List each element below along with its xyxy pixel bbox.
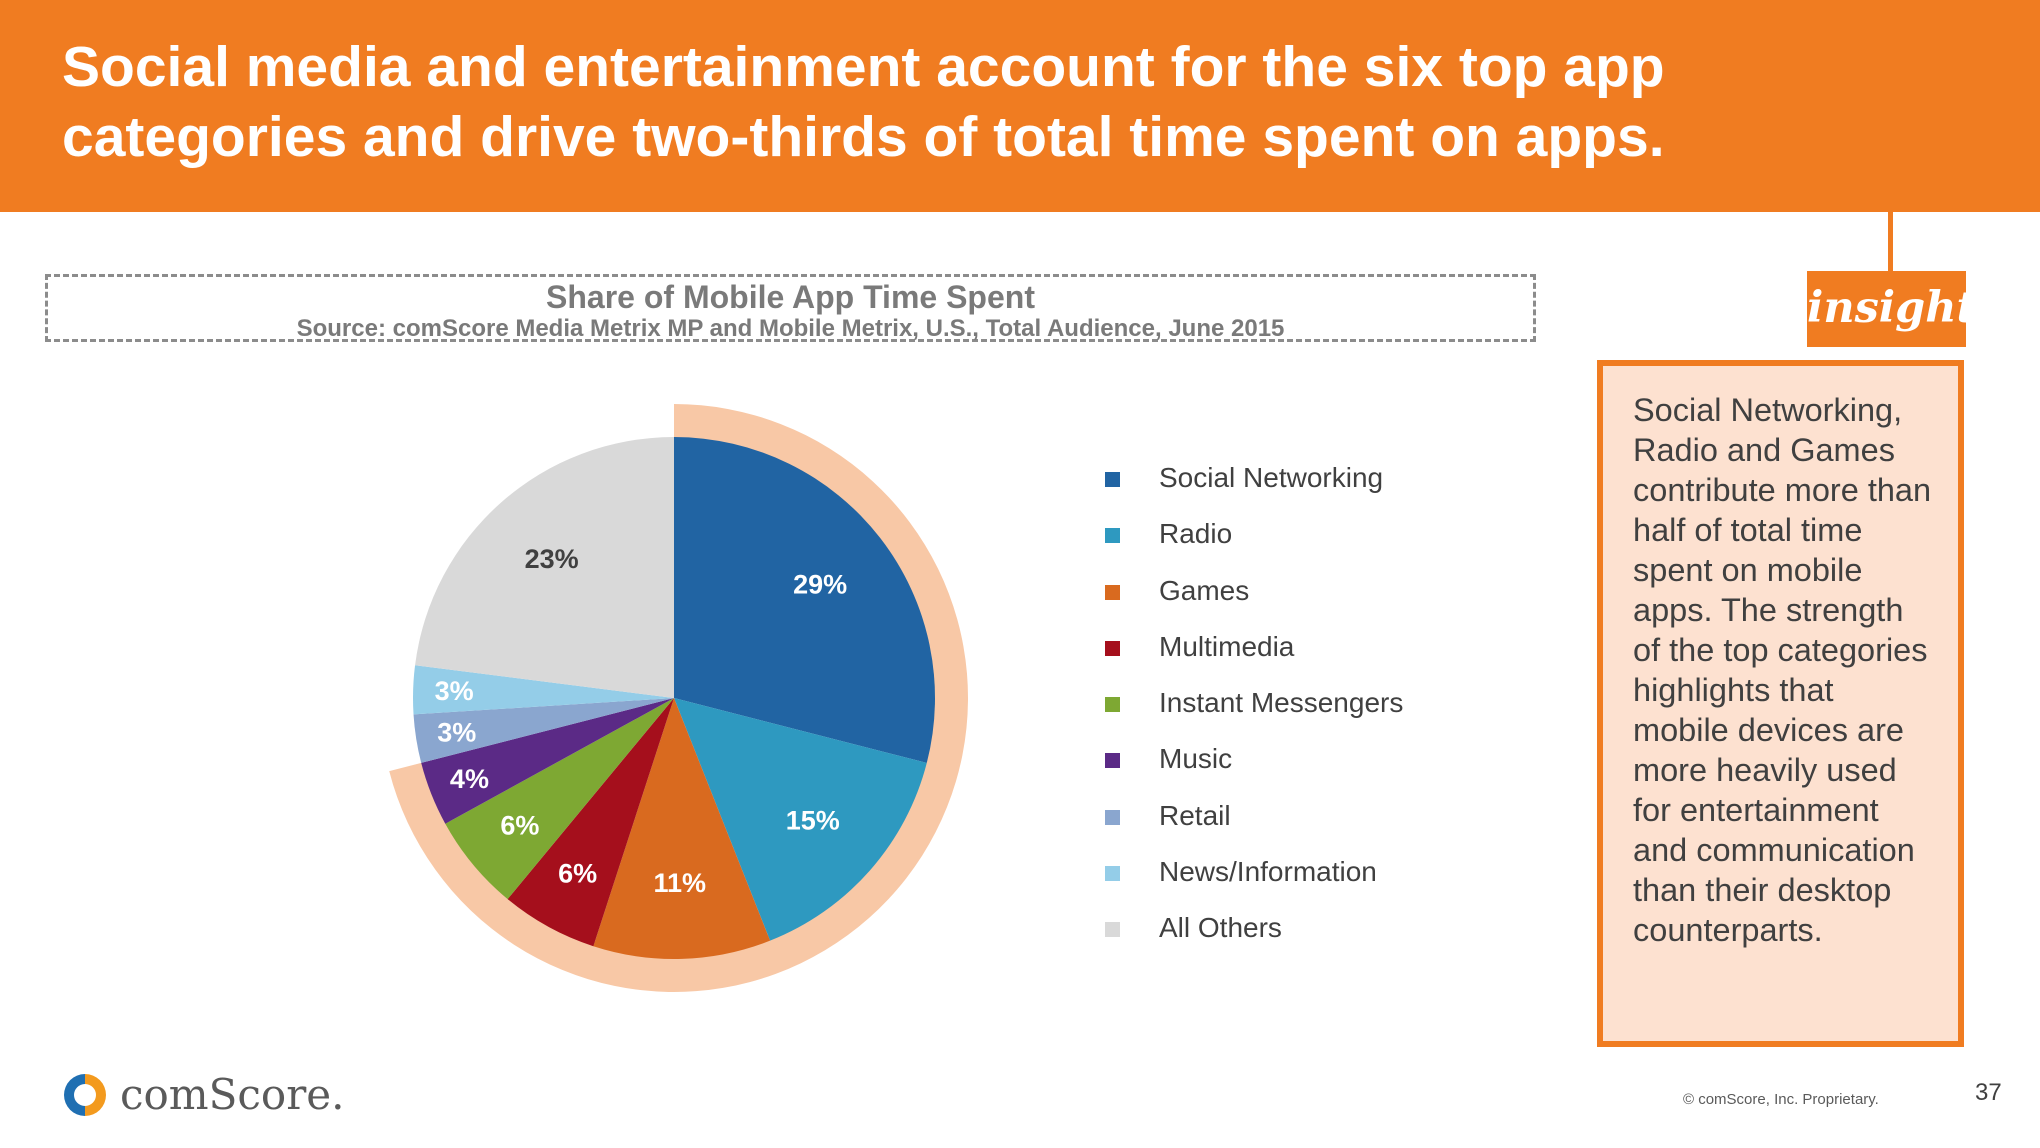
legend-label: News/Information bbox=[1159, 856, 1377, 888]
insight-tag: insight bbox=[1807, 271, 1976, 347]
legend-swatch bbox=[1105, 584, 1120, 600]
page-number: 37 bbox=[1975, 1079, 2002, 1106]
pie-slice-games bbox=[593, 698, 771, 960]
legend-label: Multimedia bbox=[1159, 630, 1295, 662]
pie-label-multimedia: 6% bbox=[558, 858, 597, 888]
legend-label: Retail bbox=[1159, 799, 1231, 831]
pie-slice-news-information bbox=[413, 665, 674, 715]
legend-swatch bbox=[1105, 697, 1120, 713]
insight-connector bbox=[1888, 212, 1893, 272]
pie-label-music: 4% bbox=[450, 764, 489, 794]
chart-source: Source: comScore Media Metrix MP and Mob… bbox=[296, 315, 1285, 342]
pie-label-retail: 3% bbox=[437, 717, 476, 747]
pie-chart: 29% 15% 11% 6% 6% 4% 3% 3% 23% bbox=[389, 404, 969, 992]
legend-label: All Others bbox=[1159, 912, 1282, 944]
insight-box: Social Networking, Radio and Games contr… bbox=[1597, 360, 1964, 1047]
pie-label-instant-messengers: 6% bbox=[500, 810, 539, 840]
page-title: Social media and entertainment account f… bbox=[62, 35, 1665, 169]
pie-slice-multimedia bbox=[507, 698, 674, 947]
copyright: © comScore, Inc. Proprietary. bbox=[1683, 1091, 1879, 1108]
title-banner: Social media and entertainment account f… bbox=[0, 0, 2040, 212]
legend-swatch bbox=[1105, 472, 1120, 487]
chart-title: Share of Mobile App Time Spent bbox=[546, 279, 1035, 315]
chart-title-box: Share of Mobile App Time Spent Source: c… bbox=[45, 274, 1536, 342]
pie-slice-all-others bbox=[415, 437, 674, 698]
logo-text: comScore. bbox=[120, 1070, 345, 1119]
pie-label-news-information: 3% bbox=[435, 676, 474, 706]
pie-label-games: 11% bbox=[654, 868, 707, 898]
pie-label-all-others: 23% bbox=[525, 544, 579, 574]
legend-swatch bbox=[1105, 922, 1120, 938]
legend-swatch bbox=[1105, 753, 1120, 769]
pie-slice-radio bbox=[674, 698, 927, 941]
legend-label: Games bbox=[1159, 574, 1250, 606]
legend-label: Instant Messengers bbox=[1159, 687, 1404, 719]
pie-label-social-networking: 29% bbox=[793, 570, 847, 600]
legend-swatch bbox=[1105, 528, 1120, 544]
comscore-logo-icon bbox=[64, 1074, 106, 1116]
pie-slice-music bbox=[421, 698, 674, 824]
pie-slice-retail bbox=[413, 698, 674, 763]
legend-swatch bbox=[1105, 809, 1120, 825]
legend-label: Music bbox=[1159, 743, 1233, 775]
legend-label: Social Networking bbox=[1159, 462, 1384, 493]
pie-slice-social-networking bbox=[674, 437, 935, 763]
legend-swatch bbox=[1105, 866, 1120, 882]
legend-label: Radio bbox=[1159, 518, 1233, 550]
pie-label-radio: 15% bbox=[786, 805, 840, 835]
insight-text: Social Networking, Radio and Games contr… bbox=[1633, 392, 1932, 948]
pie-slice-instant-messengers bbox=[445, 698, 674, 900]
legend-swatch bbox=[1105, 640, 1120, 656]
